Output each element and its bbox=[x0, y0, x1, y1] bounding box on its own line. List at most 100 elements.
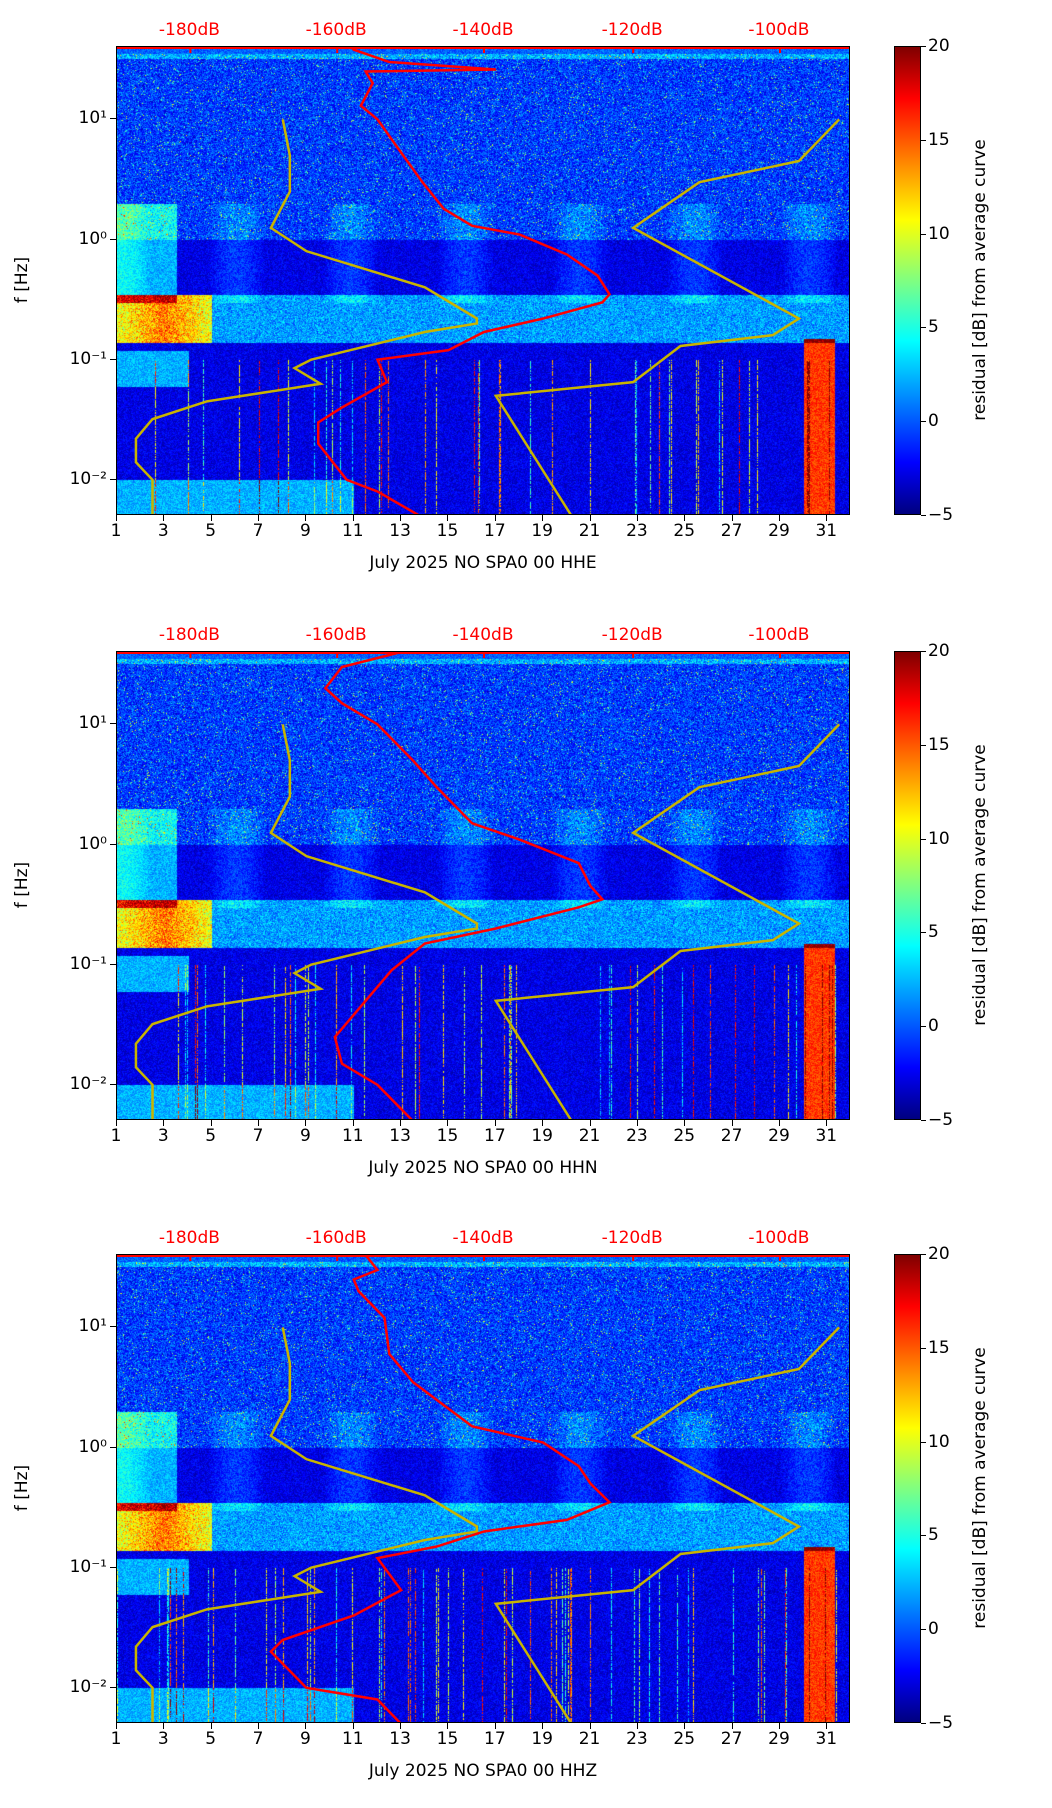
x-tick-label: 7 bbox=[252, 521, 264, 541]
colorbar-tick-label: 5 bbox=[928, 317, 939, 338]
x-tick-mark bbox=[636, 1120, 638, 1126]
x-tick-mark bbox=[684, 1120, 686, 1126]
x-tick-label: 23 bbox=[626, 521, 648, 541]
x-tick-mark bbox=[778, 1723, 780, 1729]
colorbar-tick-label: 10 bbox=[928, 828, 950, 849]
colorbar bbox=[894, 651, 921, 1120]
colorbar-tick-mark bbox=[921, 1535, 926, 1537]
plot-area bbox=[116, 46, 850, 515]
y-tick-mark bbox=[110, 478, 116, 480]
x-tick-mark bbox=[494, 1120, 496, 1126]
top-db-tick-label: -160dB bbox=[305, 625, 367, 645]
nlnm-curve bbox=[134, 724, 479, 1119]
x-tick-label: 7 bbox=[252, 1126, 264, 1146]
x-tick-label: 21 bbox=[578, 1126, 601, 1146]
nhnm-curve bbox=[493, 1326, 841, 1722]
y-tick-label: 10⁻¹ bbox=[69, 953, 107, 974]
y-tick-label: 10⁰ bbox=[78, 228, 107, 249]
x-tick-label: 9 bbox=[299, 521, 311, 541]
x-tick-label: 31 bbox=[815, 1126, 838, 1146]
x-tick-label: 17 bbox=[484, 521, 506, 541]
nhnm-curve bbox=[493, 723, 841, 1119]
colorbar-tick-mark bbox=[921, 1629, 926, 1631]
x-tick-label: 5 bbox=[205, 521, 217, 541]
y-tick-mark bbox=[110, 1446, 116, 1448]
x-tick-label: 19 bbox=[531, 521, 554, 541]
x-tick-label: 19 bbox=[531, 1126, 554, 1146]
x-tick-mark bbox=[352, 1723, 354, 1729]
nhnm-curve bbox=[493, 118, 841, 514]
x-tick-label: 31 bbox=[815, 521, 838, 541]
nlnm-curve bbox=[134, 1327, 479, 1722]
x-tick-mark bbox=[684, 515, 686, 521]
top-db-tick-label: -120dB bbox=[601, 20, 663, 40]
spectrogram-panel-1: 1 3 5 7 9 11 13 15 17 19 21 23 25 27 29 31 10⁻² 10⁻¹ 10⁰ 10… bbox=[0, 605, 1052, 1205]
colorbar-tick-mark bbox=[921, 1120, 926, 1121]
colorbar-tick-label: −5 bbox=[928, 1713, 954, 1733]
median-psd-curve bbox=[317, 47, 612, 514]
x-tick-mark bbox=[305, 1723, 307, 1729]
x-tick-label: 15 bbox=[436, 1126, 459, 1146]
colorbar-tick-label: 10 bbox=[928, 223, 950, 244]
x-tick-label: 11 bbox=[341, 521, 364, 541]
colorbar-tick-mark bbox=[921, 515, 926, 516]
y-tick-mark bbox=[110, 1566, 116, 1568]
x-tick-label: 5 bbox=[205, 1729, 217, 1749]
curve-layer bbox=[117, 652, 849, 1119]
x-tick-label: 23 bbox=[626, 1126, 648, 1146]
x-tick-label: 19 bbox=[531, 1729, 554, 1749]
colorbar-label: residual [dB] from average curve bbox=[970, 139, 990, 421]
x-tick-mark bbox=[589, 1723, 591, 1729]
x-tick-mark bbox=[352, 515, 354, 521]
x-tick-label: 13 bbox=[389, 1729, 411, 1749]
x-tick-mark bbox=[447, 1723, 449, 1729]
x-tick-label: 11 bbox=[341, 1126, 364, 1146]
x-tick-label: 9 bbox=[299, 1729, 311, 1749]
x-tick-mark bbox=[210, 1723, 212, 1729]
top-db-tick-label: -100dB bbox=[748, 20, 810, 40]
top-db-tick-label: -160dB bbox=[305, 20, 367, 40]
y-tick-mark bbox=[110, 1083, 116, 1085]
x-tick-mark bbox=[210, 515, 212, 521]
colorbar-tick-mark bbox=[921, 421, 926, 423]
plot-area bbox=[116, 651, 850, 1120]
x-tick-label: 25 bbox=[673, 521, 696, 541]
x-tick-label: 13 bbox=[389, 1126, 411, 1146]
y-tick-mark bbox=[110, 843, 116, 845]
x-tick-mark bbox=[258, 1120, 260, 1126]
colorbar-tick-mark bbox=[921, 1026, 926, 1028]
plot-area bbox=[116, 1254, 850, 1723]
y-tick-label: 10¹ bbox=[78, 108, 107, 129]
colorbar-label: residual [dB] from average curve bbox=[970, 1347, 990, 1629]
x-tick-mark bbox=[826, 1120, 828, 1126]
y-tick-label: 10⁰ bbox=[78, 833, 107, 854]
x-tick-label: 5 bbox=[205, 1126, 217, 1146]
colorbar-tick-label: 20 bbox=[928, 641, 950, 661]
top-db-tick-label: -180dB bbox=[158, 625, 220, 645]
x-tick-mark bbox=[400, 1723, 402, 1729]
x-tick-label: 27 bbox=[720, 1729, 743, 1749]
y-tick-label: 10¹ bbox=[78, 1316, 107, 1337]
x-tick-label: 3 bbox=[157, 1126, 169, 1146]
x-tick-mark bbox=[305, 515, 307, 521]
y-tick-label: 10⁻¹ bbox=[69, 1556, 107, 1577]
x-tick-mark bbox=[589, 515, 591, 521]
spectrogram-panel-0: 1 3 5 7 9 11 13 15 17 19 21 23 25 27 29 31 10⁻² 10⁻¹ 10⁰ 10… bbox=[0, 0, 1052, 600]
colorbar-tick-label: 20 bbox=[928, 36, 950, 56]
colorbar-tick-mark bbox=[921, 1441, 926, 1443]
x-tick-label: 29 bbox=[768, 521, 790, 541]
x-tick-mark bbox=[116, 1723, 117, 1729]
x-tick-label: 31 bbox=[815, 1729, 838, 1749]
x-tick-label: 27 bbox=[720, 1126, 743, 1146]
y-tick-label: 10⁻¹ bbox=[69, 348, 107, 369]
x-tick-label: 7 bbox=[252, 1729, 264, 1749]
nlnm-curve bbox=[134, 119, 479, 514]
x-tick-mark bbox=[778, 1120, 780, 1126]
colorbar-tick-label: −5 bbox=[928, 1110, 954, 1130]
x-tick-label: 23 bbox=[626, 1729, 648, 1749]
x-tick-label: 13 bbox=[389, 521, 411, 541]
y-axis-label: f [Hz] bbox=[12, 861, 32, 909]
x-tick-label: 15 bbox=[436, 1729, 459, 1749]
y-tick-label: 10⁻² bbox=[69, 1676, 107, 1697]
top-db-tick-label: -120dB bbox=[601, 625, 663, 645]
